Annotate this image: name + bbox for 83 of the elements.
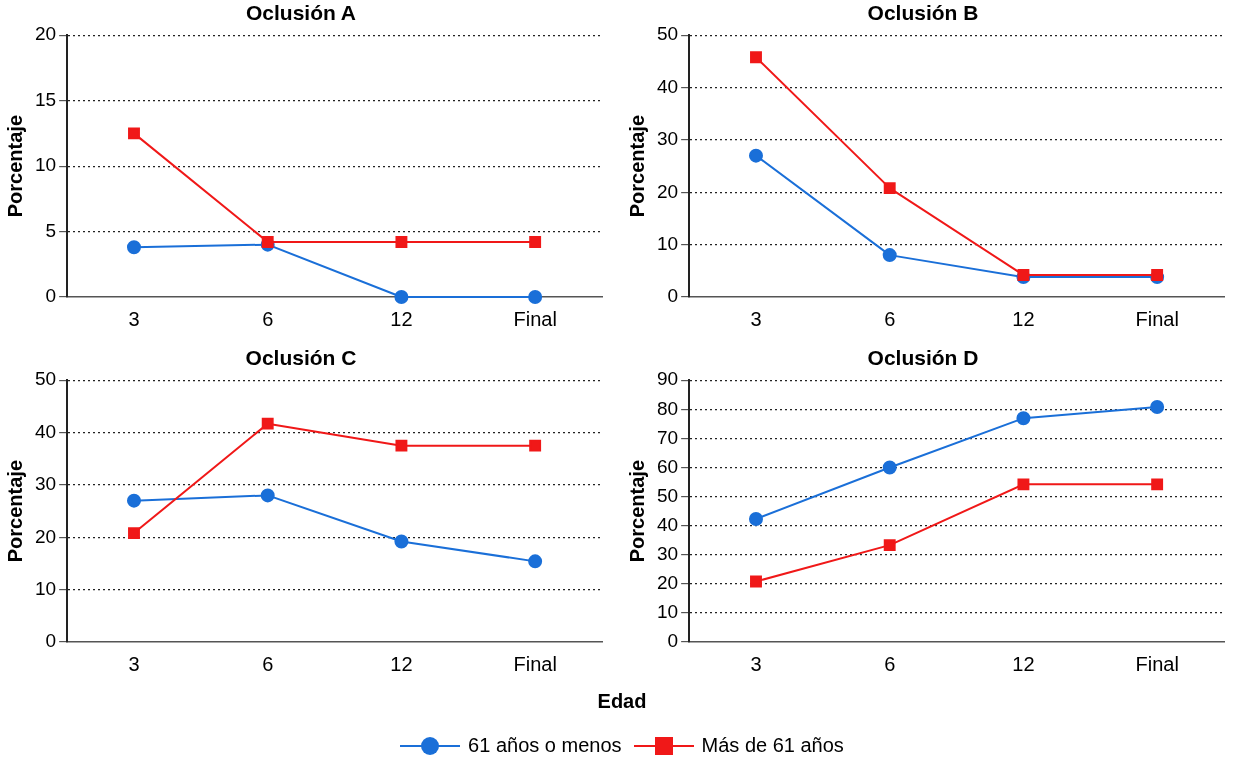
chart-title: Oclusión D: [867, 346, 979, 370]
y-tick-label: 20: [656, 180, 679, 202]
point: [260, 488, 275, 503]
y-tick-label: 30: [656, 542, 679, 564]
y-tick-label: 10: [34, 577, 57, 599]
x-tick-label: 12: [1012, 307, 1035, 330]
point: [882, 248, 897, 263]
point: [529, 439, 542, 452]
y-tick-label: 70: [656, 426, 679, 448]
point: [528, 290, 543, 304]
x-tick-label: 6: [262, 307, 274, 330]
point: [1017, 478, 1030, 491]
y-tick-label: 0: [667, 285, 679, 307]
point: [128, 527, 140, 540]
point: [748, 511, 763, 526]
x-tick-label: Final: [513, 307, 557, 330]
x-tick-label: 12: [390, 652, 413, 675]
point: [1151, 269, 1164, 281]
point: [1017, 269, 1030, 281]
y-tick-label: 10: [656, 601, 679, 623]
x-tick-label: 3: [750, 307, 762, 330]
x-tick-label: 12: [390, 307, 413, 330]
x-tick-label: 3: [128, 307, 140, 330]
y-tick-label: 50: [656, 23, 679, 45]
x-tick-label: 3: [750, 652, 762, 675]
x-tick-label: Final: [1135, 652, 1179, 675]
y-axis-title: Porcentaje: [625, 459, 648, 563]
point: [748, 148, 763, 163]
point: [128, 127, 140, 140]
y-tick-label: 0: [667, 630, 679, 652]
legend-label: Más de 61 años: [701, 734, 844, 757]
x-tick-label: 12: [1012, 652, 1035, 675]
y-tick-label: 0: [45, 630, 57, 652]
x-tick-label: 6: [262, 652, 274, 675]
y-tick-label: 80: [656, 397, 679, 419]
y-tick-label: 50: [656, 484, 679, 506]
x-tick-label: Final: [513, 652, 557, 675]
y-axis-title: Porcentaje: [3, 459, 26, 563]
x-tick-label: Final: [1135, 307, 1179, 330]
point: [883, 539, 896, 552]
point: [750, 575, 762, 588]
y-tick-label: 30: [34, 473, 57, 495]
x-tick-label: 3: [128, 652, 140, 675]
x-tick-label: 6: [884, 652, 896, 675]
y-tick-label: 20: [34, 525, 57, 547]
point: [1150, 399, 1165, 414]
y-tick-label: 50: [34, 368, 57, 390]
y-tick-label: 30: [656, 128, 679, 150]
point: [126, 240, 141, 255]
point: [750, 51, 762, 64]
y-tick-label: 20: [34, 23, 57, 45]
point: [394, 290, 409, 304]
y-tick-label: 60: [656, 455, 679, 477]
y-tick-label: 10: [34, 154, 57, 176]
y-axis-title: Porcentaje: [625, 114, 648, 218]
y-axis-title: Porcentaje: [3, 114, 26, 218]
point: [261, 236, 274, 248]
point: [395, 439, 408, 452]
point: [126, 493, 141, 508]
y-tick-label: 15: [34, 88, 57, 110]
point: [1016, 411, 1031, 426]
point: [1151, 478, 1164, 491]
y-tick-label: 20: [656, 572, 679, 594]
x-axis-title: Edad: [596, 690, 648, 713]
y-tick-label: 0: [45, 285, 57, 307]
point: [394, 534, 409, 549]
chart-title: Oclusión B: [867, 1, 979, 25]
x-tick-label: 6: [884, 307, 896, 330]
y-tick-label: 5: [45, 219, 57, 241]
point: [395, 236, 408, 248]
point: [529, 236, 542, 248]
point: [883, 182, 896, 195]
y-tick-label: 90: [656, 368, 679, 390]
point: [882, 460, 897, 475]
y-tick-label: 10: [656, 232, 679, 254]
point: [261, 417, 274, 430]
chart-title: Oclusión A: [245, 1, 357, 25]
point: [528, 554, 543, 569]
chart-title: Oclusión C: [245, 346, 357, 370]
y-tick-label: 40: [656, 513, 679, 535]
y-tick-label: 40: [656, 75, 679, 97]
legend-label: 61 años o menos: [468, 734, 622, 757]
y-tick-label: 40: [34, 420, 57, 442]
